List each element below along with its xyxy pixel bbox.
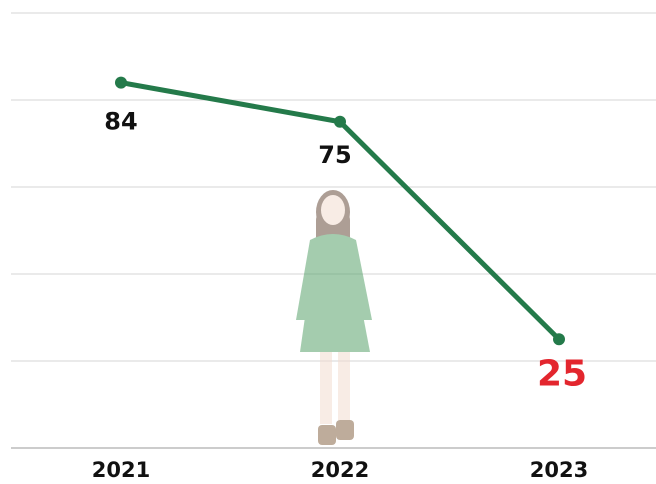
point (553, 333, 565, 345)
value-label: 25 (537, 353, 587, 394)
illustration (296, 190, 372, 445)
chart: 2021 2022 2023 84 75 25 (0, 0, 656, 484)
value-label: 84 (104, 108, 137, 136)
point (115, 77, 127, 89)
x-tick-label: 2022 (311, 458, 369, 482)
point (334, 116, 346, 128)
x-tick-label: 2023 (530, 458, 588, 482)
value-label: 75 (318, 141, 351, 169)
x-tick-label: 2021 (92, 458, 150, 482)
